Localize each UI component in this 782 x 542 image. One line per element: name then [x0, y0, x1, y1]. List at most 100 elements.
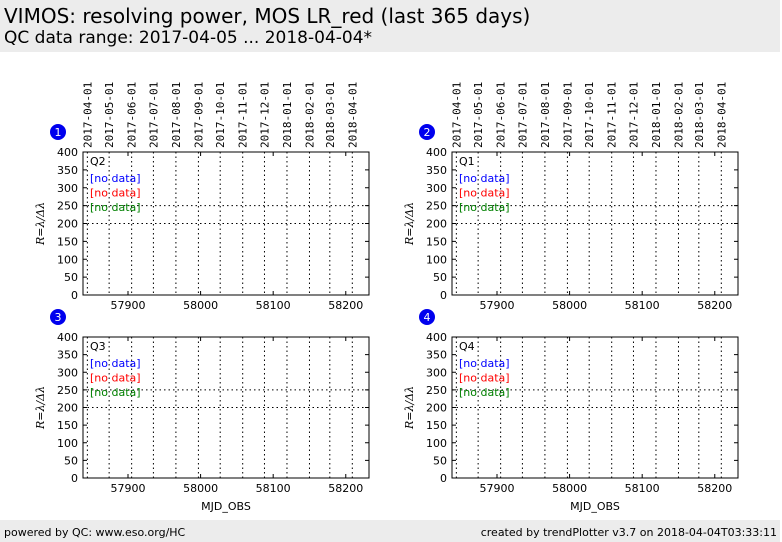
date-tick-label: 2017-08-01 — [170, 82, 183, 148]
panel-number-badge — [419, 124, 435, 140]
panel-number: 4 — [424, 311, 431, 324]
x-tick-label: 57900 — [111, 482, 146, 495]
footer-timestamp: created by trendPlotter v3.7 on 2018-04-… — [480, 526, 777, 539]
date-tick-label: 2018-02-01 — [303, 82, 316, 148]
date-tick-label: 2017-12-01 — [258, 82, 271, 148]
x-axis-label: MJD_OBS — [201, 500, 251, 513]
y-tick-label: 300 — [57, 366, 78, 379]
y-tick-label: 350 — [57, 349, 78, 362]
panel-number: 3 — [55, 311, 62, 324]
date-tick-label: 2017-10-01 — [583, 82, 596, 148]
y-tick-label: 200 — [426, 402, 447, 415]
y-tick-label: 400 — [57, 331, 78, 344]
no-data-annotation: [no data] — [459, 357, 510, 370]
page-footer: powered by QC: www.eso.org/HC created by… — [0, 520, 780, 542]
quadrant-label: Q2 — [90, 155, 106, 168]
date-tick-label: 2018-01-01 — [281, 82, 294, 148]
date-tick-label: 2017-12-01 — [627, 82, 640, 148]
date-tick-label: 2018-04-01 — [346, 82, 359, 148]
panel-number-badge — [419, 309, 435, 325]
y-tick-label: 400 — [426, 331, 447, 344]
date-tick-label: 2018-04-01 — [715, 82, 728, 148]
x-tick-label: 58200 — [697, 299, 732, 312]
date-tick-label: 2018-01-01 — [650, 82, 663, 148]
date-tick-label: 2017-07-01 — [147, 82, 160, 148]
y-tick-label: 200 — [57, 402, 78, 415]
y-tick-label: 350 — [426, 349, 447, 362]
date-tick-label: 2017-05-01 — [472, 82, 485, 148]
no-data-annotation: [no data] — [459, 386, 510, 399]
x-tick-label: 58000 — [552, 482, 587, 495]
y-tick-label: 50 — [64, 271, 78, 284]
x-tick-label: 58100 — [256, 482, 291, 495]
y-tick-label: 0 — [71, 472, 78, 485]
y-tick-label: 50 — [433, 454, 447, 467]
x-tick-label: 57900 — [480, 482, 515, 495]
date-tick-label: 2017-11-01 — [606, 82, 619, 148]
date-tick-label: 2018-02-01 — [672, 82, 685, 148]
panel-number: 1 — [55, 126, 62, 139]
y-tick-label: 100 — [57, 253, 78, 266]
x-tick-label: 58100 — [625, 299, 660, 312]
y-tick-label: 400 — [57, 146, 78, 159]
y-tick-label: 150 — [57, 235, 78, 248]
page-subtitle: QC data range: 2017-04-05 ... 2018-04-04… — [4, 28, 373, 48]
y-tick-label: 0 — [440, 289, 447, 302]
no-data-annotation: [no data] — [90, 357, 141, 370]
x-tick-label: 58200 — [328, 299, 363, 312]
no-data-annotation: [no data] — [90, 187, 141, 200]
y-tick-label: 50 — [433, 271, 447, 284]
y-tick-label: 0 — [71, 289, 78, 302]
y-axis-label: R=λ/Δλ — [403, 386, 416, 430]
y-tick-label: 150 — [426, 419, 447, 432]
date-tick-label: 2017-11-01 — [237, 82, 250, 148]
no-data-annotation: [no data] — [90, 372, 141, 385]
date-tick-label: 2017-07-01 — [516, 82, 529, 148]
quadrant-label: Q1 — [459, 155, 475, 168]
no-data-annotation: [no data] — [459, 372, 510, 385]
x-tick-label: 58000 — [183, 299, 218, 312]
x-tick-label: 58200 — [697, 482, 732, 495]
y-tick-label: 250 — [426, 384, 447, 397]
y-tick-label: 150 — [426, 235, 447, 248]
y-tick-label: 300 — [426, 182, 447, 195]
x-tick-label: 57900 — [480, 299, 515, 312]
y-tick-label: 150 — [57, 419, 78, 432]
panel-number-badge — [50, 309, 66, 325]
y-tick-label: 100 — [426, 437, 447, 450]
x-tick-label: 57900 — [111, 299, 146, 312]
date-tick-label: 2017-10-01 — [214, 82, 227, 148]
footer-credit: powered by QC: www.eso.org/HC — [4, 526, 186, 539]
no-data-annotation: [no data] — [90, 201, 141, 214]
date-tick-label: 2017-06-01 — [495, 82, 508, 148]
no-data-annotation: [no data] — [459, 187, 510, 200]
x-tick-label: 58100 — [625, 482, 660, 495]
date-tick-label: 2017-08-01 — [539, 82, 552, 148]
date-tick-label: 2017-04-01 — [450, 82, 463, 148]
y-tick-label: 300 — [426, 366, 447, 379]
x-axis-label: MJD_OBS — [570, 500, 620, 513]
y-tick-label: 200 — [426, 218, 447, 231]
y-tick-label: 250 — [57, 384, 78, 397]
y-tick-label: 100 — [57, 437, 78, 450]
x-tick-label: 58100 — [256, 299, 291, 312]
y-tick-label: 250 — [57, 200, 78, 213]
page-title: VIMOS: resolving power, MOS LR_red (last… — [4, 4, 531, 28]
y-axis-label: R=λ/Δλ — [34, 202, 47, 246]
panel-number-badge — [50, 124, 66, 140]
no-data-annotation: [no data] — [459, 172, 510, 185]
y-axis-label: R=λ/Δλ — [403, 202, 416, 246]
y-axis-label: R=λ/Δλ — [34, 386, 47, 430]
y-tick-label: 250 — [426, 200, 447, 213]
page-header: VIMOS: resolving power, MOS LR_red (last… — [0, 0, 780, 52]
y-tick-label: 50 — [64, 454, 78, 467]
y-tick-label: 400 — [426, 146, 447, 159]
y-tick-label: 300 — [57, 182, 78, 195]
y-tick-label: 200 — [57, 218, 78, 231]
date-tick-label: 2017-06-01 — [126, 82, 139, 148]
no-data-annotation: [no data] — [90, 386, 141, 399]
date-tick-label: 2018-03-01 — [693, 82, 706, 148]
panel-number: 2 — [424, 126, 431, 139]
quadrant-label: Q4 — [459, 340, 475, 353]
